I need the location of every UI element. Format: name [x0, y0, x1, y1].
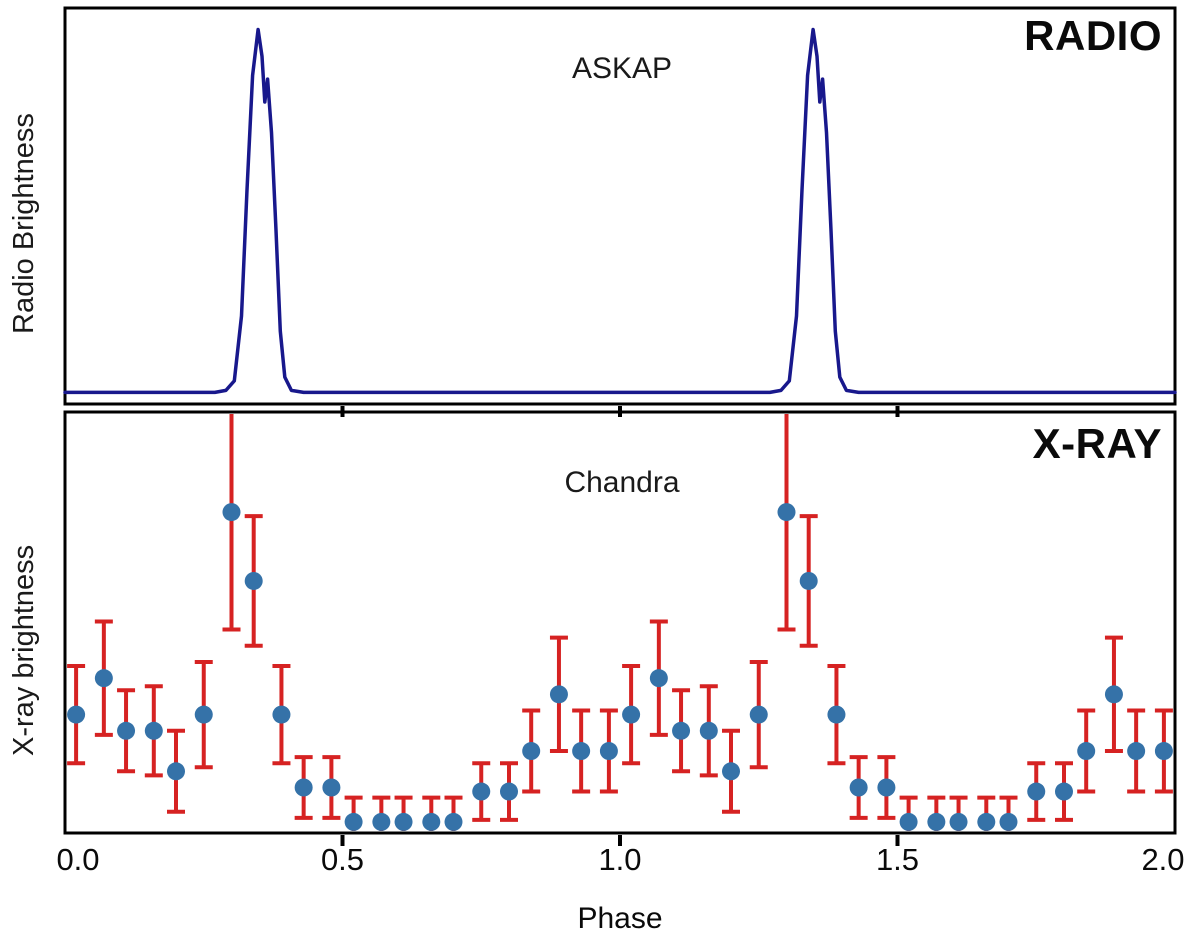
x-tick-label: 1.5 — [875, 842, 920, 877]
x-axis-title: Phase — [577, 902, 663, 935]
radio-instrument-label: ASKAP — [571, 52, 673, 85]
xray-instrument-label: Chandra — [564, 466, 680, 499]
radio-panel-label: RADIO — [1024, 12, 1162, 59]
x-tick-label: 2.0 — [1141, 842, 1185, 877]
radio-panel-frame — [63, 6, 1177, 406]
radio-pulse-line — [63, 27, 1177, 395]
x-tick-label: 0.0 — [56, 842, 100, 877]
xray-panel-frame — [63, 410, 1177, 835]
xray-panel-label: X-RAY — [1032, 420, 1162, 467]
x-tick-label: 1.0 — [598, 842, 642, 877]
xray-y-axis-label: X-ray brightness — [8, 544, 40, 756]
xray-series — [67, 414, 1173, 831]
radio-y-axis-label: Radio Brightness — [8, 113, 40, 334]
x-tick-label: 0.5 — [320, 842, 365, 877]
